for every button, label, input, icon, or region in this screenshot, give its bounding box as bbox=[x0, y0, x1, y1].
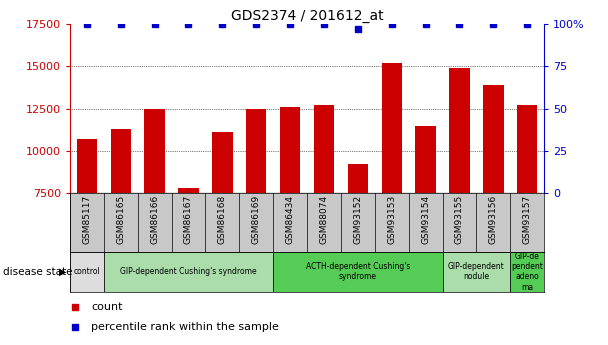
Bar bbox=[348, 165, 368, 193]
Text: control: control bbox=[74, 267, 100, 276]
Text: GSM86434: GSM86434 bbox=[286, 195, 295, 244]
Bar bbox=[449, 68, 469, 193]
Bar bbox=[246, 109, 266, 193]
Bar bbox=[70, 252, 104, 292]
Title: GDS2374 / 201612_at: GDS2374 / 201612_at bbox=[230, 9, 384, 23]
Text: GSM86167: GSM86167 bbox=[184, 195, 193, 244]
Text: ACTH-dependent Cushing's
syndrome: ACTH-dependent Cushing's syndrome bbox=[306, 262, 410, 282]
Bar bbox=[510, 252, 544, 292]
Text: GSM85117: GSM85117 bbox=[82, 195, 91, 244]
Bar bbox=[280, 107, 300, 193]
Text: GSM93155: GSM93155 bbox=[455, 195, 464, 244]
Bar bbox=[314, 105, 334, 193]
Text: GSM86168: GSM86168 bbox=[218, 195, 227, 244]
Bar bbox=[178, 188, 199, 193]
Text: ▶: ▶ bbox=[59, 267, 66, 277]
Text: GIP-dependent
nodule: GIP-dependent nodule bbox=[448, 262, 505, 282]
Text: GSM86169: GSM86169 bbox=[252, 195, 261, 244]
Bar bbox=[273, 252, 443, 292]
Bar bbox=[111, 129, 131, 193]
Text: GSM93153: GSM93153 bbox=[387, 195, 396, 244]
Text: GSM93154: GSM93154 bbox=[421, 195, 430, 244]
Text: GSM93156: GSM93156 bbox=[489, 195, 498, 244]
Bar bbox=[382, 63, 402, 193]
Bar bbox=[483, 85, 503, 193]
Bar bbox=[212, 132, 232, 193]
Bar bbox=[443, 252, 510, 292]
Bar bbox=[104, 252, 273, 292]
Text: GSM86166: GSM86166 bbox=[150, 195, 159, 244]
Text: GSM93152: GSM93152 bbox=[353, 195, 362, 244]
Bar bbox=[77, 139, 97, 193]
Text: GSM88074: GSM88074 bbox=[319, 195, 328, 244]
Text: count: count bbox=[91, 302, 123, 312]
Text: GSM86165: GSM86165 bbox=[116, 195, 125, 244]
Text: percentile rank within the sample: percentile rank within the sample bbox=[91, 322, 279, 332]
Text: disease state: disease state bbox=[3, 267, 72, 277]
Bar bbox=[145, 109, 165, 193]
Bar bbox=[517, 105, 537, 193]
Text: GSM93157: GSM93157 bbox=[523, 195, 532, 244]
Text: GIP-de
pendent
adeno
ma: GIP-de pendent adeno ma bbox=[511, 252, 543, 292]
Text: GIP-dependent Cushing's syndrome: GIP-dependent Cushing's syndrome bbox=[120, 267, 257, 276]
Bar bbox=[415, 126, 436, 193]
